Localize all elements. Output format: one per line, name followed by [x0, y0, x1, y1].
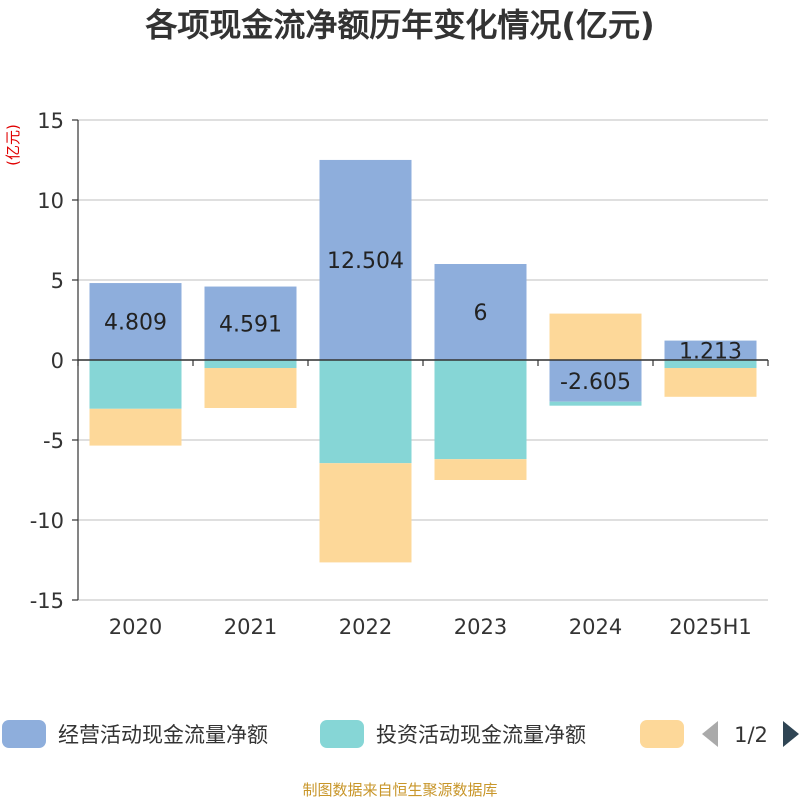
y-tick-label: -10: [30, 509, 64, 533]
legend-label-series2[interactable]: 投资活动现金流量净额: [376, 723, 586, 747]
bar-series1-2021: [204, 286, 297, 360]
bar-series3-2025H1: [664, 368, 757, 397]
bar-series3-2023: [434, 459, 527, 480]
data-label: 4.591: [219, 312, 282, 337]
data-label: 12.504: [327, 249, 404, 274]
bar-series3-2020: [89, 408, 182, 446]
y-tick-label: -5: [43, 429, 64, 453]
data-label: -2.605: [560, 370, 631, 395]
bar-series2-2023: [434, 360, 527, 460]
x-category-label: 2020: [109, 615, 162, 639]
legend-label-series1[interactable]: 经营活动现金流量净额: [58, 723, 268, 747]
bar-series1-2025H1: [664, 340, 757, 360]
bar-series1-2022: [319, 159, 412, 360]
x-category-label: 2023: [454, 615, 507, 639]
bar-series2-2025H1: [664, 360, 757, 368]
y-tick-label: 0: [51, 349, 64, 373]
data-labels-group: 4.809 4.591 12.504 6 -2.605 1.213: [104, 249, 742, 395]
bar-series3-2024: [549, 313, 642, 360]
data-label: 6: [474, 301, 488, 326]
bar-series2-2021: [204, 360, 297, 368]
bar-series2-2022: [319, 360, 412, 464]
y-axis-unit: (亿元): [4, 124, 22, 166]
x-category-label: 2024: [569, 615, 622, 639]
data-label: 4.809: [104, 311, 167, 336]
legend-prev-arrow-icon[interactable]: [702, 721, 718, 747]
bar-series1-2020: [89, 283, 182, 360]
bar-series3-2021: [204, 368, 297, 408]
legend-swatch-series3[interactable]: [640, 720, 684, 748]
legend-page-indicator: 1/2: [734, 723, 768, 747]
x-category-label: 2025H1: [669, 615, 752, 639]
bar-series2-2024: [549, 401, 642, 406]
y-tick-label: 15: [37, 109, 64, 133]
bars-group: [89, 159, 757, 563]
legend-swatch-series1[interactable]: [2, 720, 46, 748]
chart-title: 各项现金流净额历年变化情况(亿元): [145, 6, 654, 44]
x-category-label: 2021: [224, 615, 277, 639]
legend-next-arrow-icon[interactable]: [783, 721, 799, 747]
data-label: 1.213: [679, 339, 742, 364]
bar-series1-2024: [549, 360, 642, 402]
axes-group: 2020 2021 2022 2023 2024 2025H1: [77, 120, 769, 639]
y-tick-label: 10: [37, 189, 64, 213]
x-category-label: 2022: [339, 615, 392, 639]
bar-series2-2020: [89, 360, 182, 409]
bar-series3-2022: [319, 463, 412, 563]
bar-series1-2023: [434, 264, 527, 360]
y-tick-label: 5: [51, 269, 64, 293]
legend: 经营活动现金流量净额 投资活动现金流量净额 1/2: [2, 720, 799, 748]
legend-swatch-series2[interactable]: [320, 720, 364, 748]
y-tick-label: -15: [30, 589, 64, 613]
source-note: 制图数据来自恒生聚源数据库: [302, 781, 497, 799]
